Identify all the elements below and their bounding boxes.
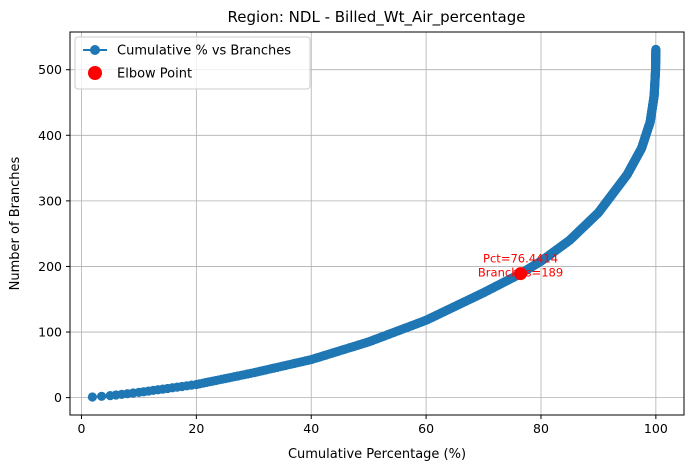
y-tick-label: 500: [38, 62, 62, 77]
axis-ticks: 0 20 40 60 80 100 0 100 200 300 400 500: [38, 62, 668, 436]
elbow-annotation-branches: Branches=189: [478, 266, 563, 280]
y-tick-label: 200: [38, 259, 62, 274]
x-tick-label: 40: [303, 421, 319, 436]
legend-entry-elbow: Elbow Point: [117, 67, 192, 82]
chart-title: Region: NDL - Billed_Wt_Air_percentage: [228, 8, 526, 27]
y-axis-label: Number of Branches: [8, 156, 23, 290]
y-tick-label: 0: [54, 390, 62, 405]
elbow-layer: [514, 267, 528, 281]
legend-elbow-marker: [88, 66, 102, 80]
y-tick-label: 100: [38, 325, 62, 340]
grid: [70, 32, 684, 415]
x-tick-label: 0: [78, 421, 86, 436]
legend: Cumulative % vs Branches Elbow Point: [74, 36, 311, 90]
y-tick-label: 300: [38, 193, 62, 208]
x-tick-label: 80: [533, 421, 549, 436]
y-tick-label: 400: [38, 128, 62, 143]
data-point: [651, 44, 661, 54]
x-tick-label: 60: [418, 421, 434, 436]
elbow-annotation-pct: Pct=76.4414: [483, 252, 558, 266]
x-tick-label: 20: [188, 421, 204, 436]
legend-entry-cumulative: Cumulative % vs Branches: [117, 44, 291, 59]
elbow-point: [514, 267, 528, 281]
series-layer: [87, 44, 661, 402]
legend-box: [74, 36, 311, 90]
data-point: [87, 392, 98, 402]
x-axis-label: Cumulative Percentage (%): [288, 447, 466, 462]
data-point: [96, 391, 107, 401]
x-tick-label: 100: [644, 421, 668, 436]
plot-frame: [69, 31, 685, 416]
legend-line-marker: [90, 45, 100, 55]
